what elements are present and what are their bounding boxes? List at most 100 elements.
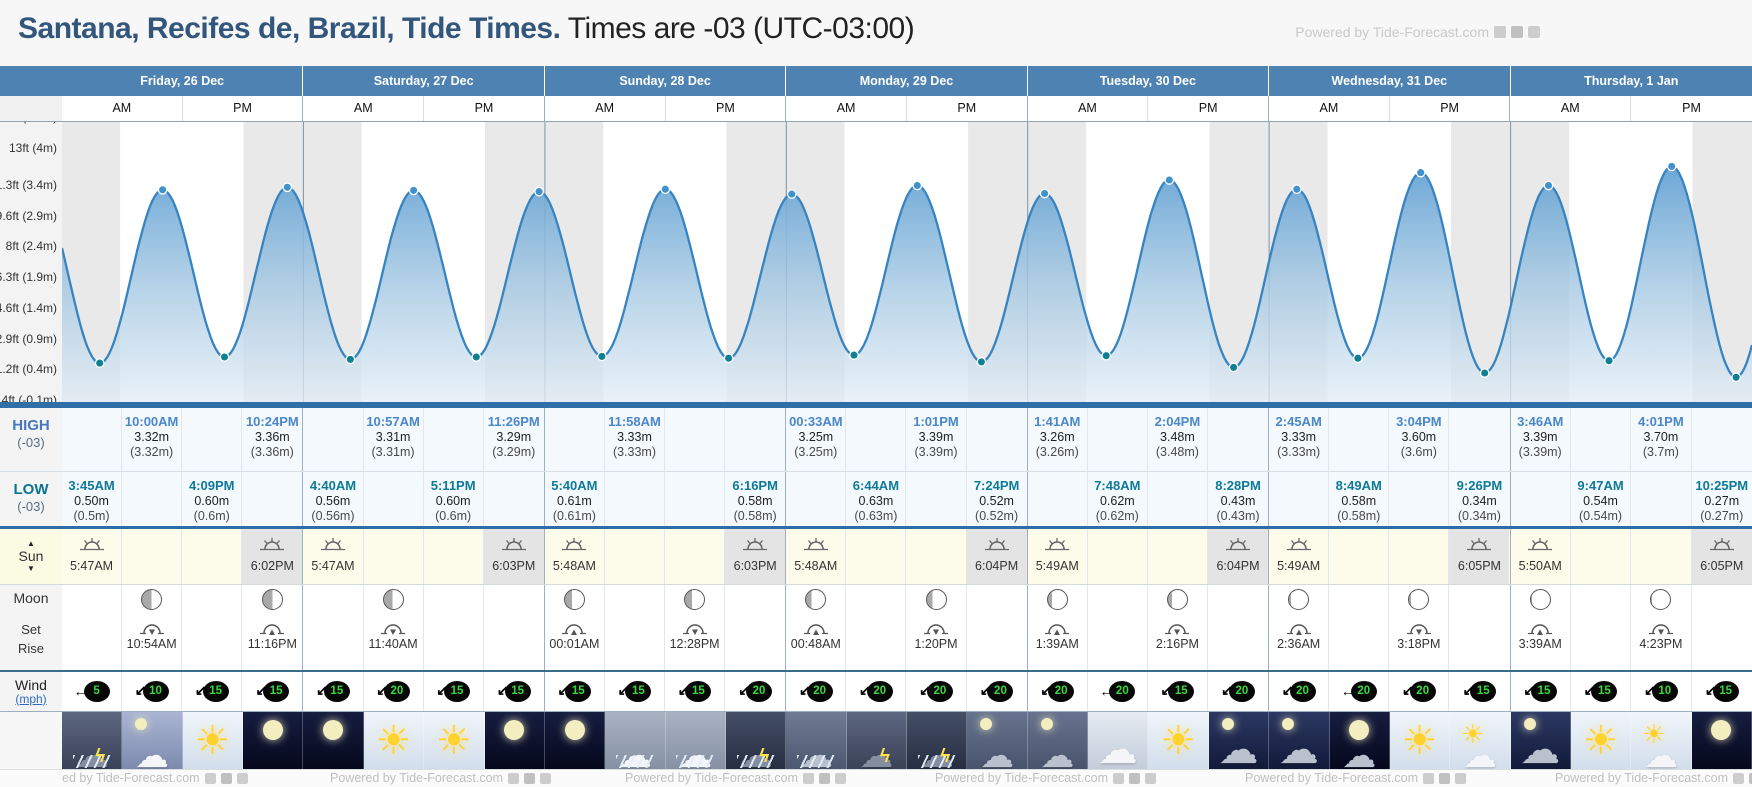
day-group: 9:47AM 0.54m (0.54m) 10:25PM 0.27m (0.27m)	[1511, 472, 1752, 526]
wind-speed-badge: 15	[625, 681, 652, 702]
y-axis-tick: 13ft (4m)	[8, 141, 57, 155]
wind-cell: ↙ 10	[1631, 672, 1692, 711]
sunrise-cell: 5:49AM	[1028, 529, 1088, 584]
tide-height: 0.43m	[1220, 494, 1256, 508]
sunset-time: 6:02PM	[250, 559, 294, 573]
watermark-top: Powered by Tide-Forecast.com	[1295, 24, 1540, 40]
low-tide-marker	[345, 354, 356, 365]
wind-direction-arrow: ↙	[1160, 682, 1173, 698]
wind-direction-arrow: ↙	[496, 682, 509, 698]
moon-empty-cell	[1449, 585, 1509, 670]
sunset-icon	[743, 538, 768, 551]
page-title-location: Santana, Recifes de, Brazil, Tide Times.	[18, 12, 561, 45]
weather-icon-cell: ☁	[665, 712, 726, 769]
ampm-cell: PM	[1148, 96, 1270, 121]
moon-set-time: 12:28PM	[669, 637, 720, 651]
high-tide-time: 1:01PM	[913, 414, 959, 429]
moonset-icon	[1165, 624, 1190, 635]
sunrise-time: 5:49AM	[1035, 559, 1079, 573]
moon-phase-icon	[1046, 589, 1068, 610]
tide-height: 3.31m	[375, 430, 411, 444]
day-group: 5:49AM 6:04PM	[1028, 529, 1270, 584]
low-tide-cell: 5:40AM 0.61m (0.61m)	[545, 472, 605, 526]
low-tide-cell: 7:48AM 0.62m (0.62m)	[1088, 472, 1148, 526]
sunrise-arrow-icon: ▲	[27, 539, 35, 548]
day-group: 4:40AM 0.56m (0.56m) 5:11PM 0.60m (0.6m)	[303, 472, 545, 526]
day-header: Thursday, 1 Jan	[1584, 74, 1679, 88]
tide-height-alt: (0.27m)	[1700, 509, 1744, 523]
weather-icon-cell: ☀ ☁	[1631, 712, 1692, 769]
sun-empty-cell	[122, 529, 183, 584]
rain-icon	[615, 755, 654, 768]
sunrise-cell: 5:49AM	[1269, 529, 1330, 584]
high-tide-cell: 11:26PM 3.29m (3.29m)	[484, 408, 544, 471]
weather-icon-cell: ☀	[182, 712, 244, 769]
wind-speed-badge: 15	[1470, 681, 1497, 702]
high-tide-time: 11:58AM	[608, 414, 661, 429]
day-header: Wednesday, 31 Dec	[1269, 66, 1511, 96]
weather-icon-cell: ☀	[1389, 712, 1451, 769]
wind-cell: ← 5	[62, 672, 123, 711]
tide-area-fill	[62, 166, 1752, 402]
y-axis-tick: 8ft (2.4m)	[5, 239, 57, 254]
day-group: 5:47AM 6:02PM	[62, 529, 304, 584]
low-tide-cell	[1389, 472, 1450, 526]
wind-direction-arrow: ↙	[194, 682, 207, 698]
high-tide-cell	[545, 408, 605, 471]
moon-empty-cell	[967, 585, 1027, 670]
moon-cell: 1:20PM	[906, 585, 967, 670]
day-group: 1:41AM 3.26m (3.26m) 2:04PM 3.48m (3.48m)	[1028, 408, 1270, 471]
watermark-badge-icon	[1733, 772, 1744, 784]
tide-height-alt: (0.62m)	[1095, 509, 1139, 523]
wind-direction-arrow: ↙	[376, 682, 388, 698]
high-tide-cell	[665, 408, 726, 471]
moon-phase-icon	[1650, 589, 1672, 610]
low-tide-cell: 4:09PM 0.60m (0.6m)	[182, 472, 243, 526]
tide-height: 0.52m	[979, 494, 1014, 508]
high-tide-cell: 1:41AM 3.26m (3.26m)	[1028, 408, 1088, 471]
moon-icon	[1040, 718, 1053, 730]
day-group: ↙ 15 ↙ 15 ↙ 15 ↙ 20	[545, 672, 787, 711]
sun-empty-cell	[1148, 529, 1208, 584]
high-tide-time: 11:26PM	[487, 414, 540, 429]
day-header: Friday, 26 Dec	[62, 66, 304, 96]
ampm-cell: PM	[666, 96, 787, 121]
moon-rise-time: 1:39AM	[1035, 637, 1079, 651]
sun-empty-cell	[364, 529, 424, 584]
wind-speed-badge: 15	[1712, 681, 1739, 702]
low-tide-cell: 10:25PM 0.27m (0.27m)	[1692, 472, 1752, 526]
watermark-badge-icon	[540, 772, 551, 784]
watermark-badge-icon	[204, 772, 216, 784]
rain-icon	[72, 755, 111, 768]
moonrise-icon	[1286, 624, 1311, 635]
moonrise-icon	[562, 624, 587, 635]
tide-height-alt: (3.25m)	[794, 445, 838, 459]
tide-height: 0.34m	[1462, 494, 1497, 508]
wind-unit-link[interactable]: (mph)	[15, 691, 47, 706]
high-tide-cell: 3:46AM 3.39m (3.39m)	[1511, 408, 1571, 471]
weather-icon-cell: ☀	[1570, 712, 1632, 769]
low-tide-marker	[1479, 368, 1490, 378]
moon-phase-icon	[382, 589, 404, 610]
sunrise-cell: 5:50AM	[1511, 529, 1571, 584]
sun-empty-cell	[665, 529, 726, 584]
ampm-row: AM PM AM PM AM PM AM PM AM PM AM PM AM PM	[0, 96, 1752, 122]
sunrise-time: 5:47AM	[70, 559, 114, 573]
ampm-cell: AM	[545, 96, 666, 121]
wind-speed-badge: 20	[1048, 681, 1075, 702]
wind-speed-badge: 20	[746, 681, 773, 702]
moon-set-time: 2:16PM	[1155, 637, 1199, 651]
low-tide-time: 6:44AM	[852, 478, 900, 493]
cloud-icon: ☁	[1097, 728, 1138, 769]
high-tide-time: 10:57AM	[366, 414, 420, 429]
tide-height: 0.60m	[435, 494, 471, 508]
low-tide-marker	[1101, 350, 1112, 361]
sunrise-cell: 5:48AM	[545, 529, 605, 584]
high-tide-cell: 10:24PM 3.36m (3.36m)	[242, 408, 302, 471]
wind-cell: ↙ 15	[303, 672, 364, 711]
moon-empty-cell	[1088, 585, 1148, 670]
weather-icon-cell	[303, 712, 364, 769]
tide-height: 3.60m	[1401, 430, 1437, 444]
moon-phase-icon	[563, 589, 585, 610]
